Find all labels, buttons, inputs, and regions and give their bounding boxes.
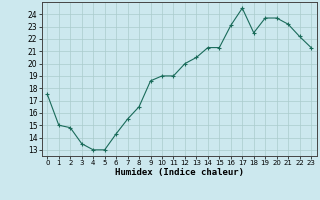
X-axis label: Humidex (Indice chaleur): Humidex (Indice chaleur)	[115, 168, 244, 177]
